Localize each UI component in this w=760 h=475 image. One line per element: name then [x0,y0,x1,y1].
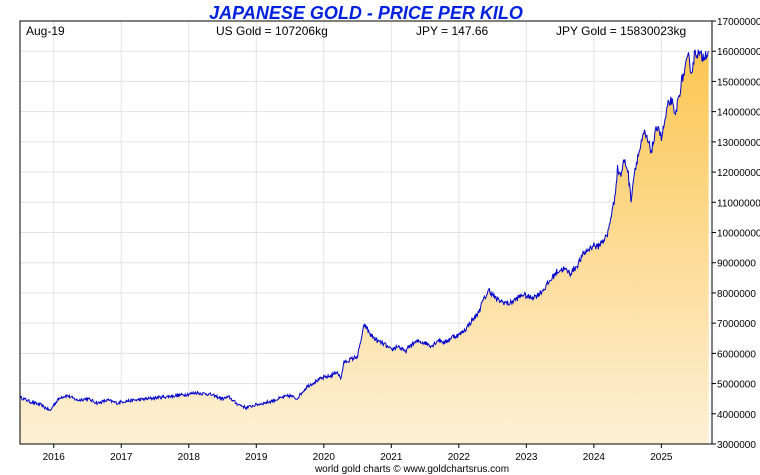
x-axis: 2016 2017 2018 2019 2020 2021 2022 2023 2024 2025 [43,444,673,463]
chart-title: JAPANESE GOLD - PRICE PER KILO [209,3,523,23]
info-us-gold: US Gold = 107206kg [216,24,328,38]
x-tick-label: 2020 [313,452,336,463]
info-jpy-rate: JPY = 147.66 [416,24,488,38]
x-tick-label: 2022 [448,452,471,463]
price-area-fill [20,49,709,444]
y-tick-label: 12000000 [717,168,760,179]
y-tick-label: 9000000 [717,259,756,270]
y-tick-label: 10000000 [717,229,760,240]
y-tick-label: 15000000 [717,77,760,88]
y-tick-label: 4000000 [717,410,756,421]
x-tick-label: 2023 [515,452,538,463]
chart-footer: world gold charts © www.goldchartsrus.co… [314,464,509,475]
price-line [20,49,710,412]
x-tick-label: 2016 [43,452,66,463]
x-tick-label: 2024 [583,452,606,463]
x-tick-label: 2018 [178,452,201,463]
x-tick-label: 2021 [380,452,403,463]
x-tick-label: 2025 [650,452,673,463]
y-tick-label: 5000000 [717,380,756,391]
y-tick-label: 7000000 [717,319,756,330]
y-tick-label: 3000000 [717,440,756,451]
y-axis: 3000000 4000000 5000000 6000000 7000000 80000… [712,17,760,451]
y-tick-label: 17000000 [717,17,760,28]
info-date: Aug-19 [26,24,65,38]
y-tick-label: 6000000 [717,349,756,360]
y-tick-label: 14000000 [717,108,760,119]
info-jpy-gold: JPY Gold = 15830023kg [556,24,686,38]
y-tick-label: 16000000 [717,47,760,58]
y-tick-label: 8000000 [717,289,756,300]
y-tick-label: 11000000 [717,198,760,209]
x-tick-label: 2019 [245,452,268,463]
y-tick-label: 13000000 [717,138,760,149]
x-tick-label: 2017 [110,452,133,463]
